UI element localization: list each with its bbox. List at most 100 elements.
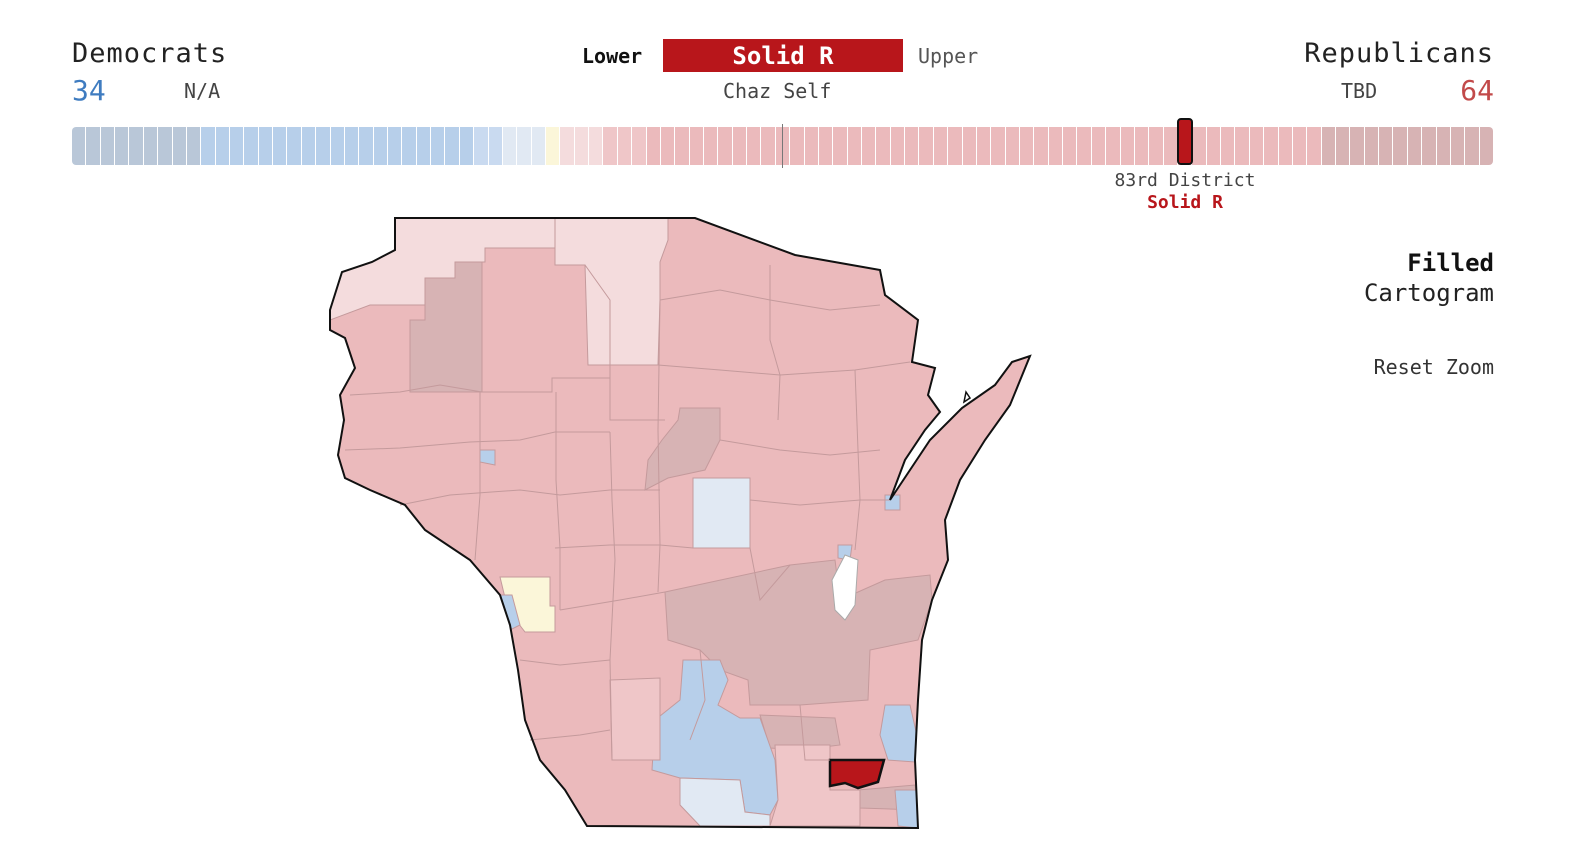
- seat-likely-d[interactable]: [201, 127, 215, 165]
- seat-likely-d[interactable]: [373, 127, 387, 165]
- seat-tossup[interactable]: [546, 127, 560, 165]
- district-likely-d-eau-claire[interactable]: [479, 449, 496, 466]
- seat-safe-d[interactable]: [172, 127, 186, 165]
- seat-likely-r[interactable]: [1149, 127, 1163, 165]
- district-tilt-d-central[interactable]: [692, 477, 751, 549]
- seat-safe-r[interactable]: [1364, 127, 1379, 165]
- seat-likely-r[interactable]: [1292, 127, 1307, 165]
- district-likely-d-milwaukee[interactable]: [879, 704, 919, 763]
- seat-likely-d[interactable]: [215, 127, 229, 165]
- seat-likely-r[interactable]: [1264, 127, 1278, 165]
- seat-likely-d[interactable]: [431, 127, 445, 165]
- seat-likely-r[interactable]: [1020, 127, 1034, 165]
- seat-safe-d[interactable]: [158, 127, 172, 165]
- seat-safe-r[interactable]: [1321, 127, 1335, 165]
- seat-safe-r[interactable]: [1465, 127, 1479, 165]
- chamber-lower-toggle[interactable]: Lower: [582, 44, 643, 68]
- seat-likely-d[interactable]: [344, 127, 359, 165]
- chamber-upper-toggle[interactable]: Upper: [918, 44, 979, 68]
- seat-likely-d[interactable]: [301, 127, 316, 165]
- seat-likely-r[interactable]: [948, 127, 962, 165]
- seat-likely-r[interactable]: [718, 127, 732, 165]
- reset-zoom-button[interactable]: Reset Zoom: [1373, 355, 1494, 379]
- seat-tilt-r[interactable]: [589, 127, 603, 165]
- seat-likely-d[interactable]: [402, 127, 416, 165]
- seat-likely-r[interactable]: [732, 127, 747, 165]
- seat-safe-r[interactable]: [1350, 127, 1364, 165]
- seat-likely-r[interactable]: [962, 127, 976, 165]
- seat-likely-r[interactable]: [1206, 127, 1221, 165]
- district-likely-d-kenosha[interactable]: [894, 789, 919, 828]
- seat-likely-r[interactable]: [1063, 127, 1077, 165]
- seat-likely-d[interactable]: [459, 127, 474, 165]
- seat-likely-r[interactable]: [660, 127, 675, 165]
- seat-lean-d[interactable]: [488, 127, 502, 165]
- seat-likely-r[interactable]: [991, 127, 1005, 165]
- seat-likely-r[interactable]: [1235, 127, 1249, 165]
- seat-safe-d[interactable]: [115, 127, 129, 165]
- seat-likely-r[interactable]: [675, 127, 689, 165]
- seat-likely-r[interactable]: [646, 127, 660, 165]
- seat-likely-r[interactable]: [1077, 127, 1091, 165]
- seat-likely-r[interactable]: [761, 127, 775, 165]
- seat-likely-r[interactable]: [747, 127, 761, 165]
- seat-likely-r[interactable]: [1120, 127, 1134, 165]
- district-safe-r-central-north[interactable]: [644, 407, 721, 491]
- seat-likely-d[interactable]: [230, 127, 244, 165]
- seat-tilt-r[interactable]: [560, 127, 574, 165]
- seat-likely-r[interactable]: [1048, 127, 1063, 165]
- seat-likely-r[interactable]: [1005, 127, 1019, 165]
- seat-safe-r[interactable]: [1450, 127, 1465, 165]
- seat-likely-r[interactable]: [976, 127, 991, 165]
- seat-lean-r[interactable]: [632, 127, 646, 165]
- seat-tilt-d[interactable]: [531, 127, 545, 165]
- seat-likely-r[interactable]: [1163, 127, 1177, 165]
- district-83-selected[interactable]: [828, 758, 886, 790]
- seat-rating-bar[interactable]: [72, 127, 1494, 165]
- seat-likely-r[interactable]: [905, 127, 919, 165]
- seat-likely-r[interactable]: [833, 127, 847, 165]
- seat-likely-r[interactable]: [704, 127, 718, 165]
- seat-likely-d[interactable]: [258, 127, 273, 165]
- seat-likely-d[interactable]: [416, 127, 431, 165]
- seat-likely-d[interactable]: [244, 127, 258, 165]
- seat-likely-r[interactable]: [1192, 127, 1206, 165]
- seat-likely-d[interactable]: [359, 127, 373, 165]
- district-lean-r-southwest[interactable]: [609, 677, 661, 761]
- seat-safe-d[interactable]: [72, 127, 86, 165]
- seat-safe-d[interactable]: [143, 127, 158, 165]
- seat-lean-d[interactable]: [474, 127, 488, 165]
- seat-safe-r[interactable]: [1393, 127, 1407, 165]
- seat-safe-d[interactable]: [129, 127, 143, 165]
- seat-likely-r[interactable]: [890, 127, 905, 165]
- seat-likely-r[interactable]: [1034, 127, 1048, 165]
- seat-likely-d[interactable]: [330, 127, 344, 165]
- seat-safe-r[interactable]: [1422, 127, 1436, 165]
- district-likely-d-green-bay[interactable]: [884, 494, 901, 511]
- seat-likely-d[interactable]: [445, 127, 459, 165]
- seat-tilt-d[interactable]: [502, 127, 517, 165]
- seat-safe-d[interactable]: [86, 127, 100, 165]
- seat-safe-d[interactable]: [100, 127, 115, 165]
- seat-safe-d[interactable]: [186, 127, 201, 165]
- seat-safe-r[interactable]: [1379, 127, 1393, 165]
- seat-likely-r[interactable]: [847, 127, 861, 165]
- seat-likely-d[interactable]: [287, 127, 301, 165]
- seat-likely-d[interactable]: [388, 127, 402, 165]
- seat-likely-r[interactable]: [876, 127, 890, 165]
- seat-safe-r[interactable]: [1436, 127, 1450, 165]
- seat-likely-r[interactable]: [1106, 127, 1120, 165]
- view-cartogram-option[interactable]: Cartogram: [1363, 279, 1494, 307]
- seat-likely-r[interactable]: [1249, 127, 1264, 165]
- seat-likely-r[interactable]: [1091, 127, 1106, 165]
- seat-likely-r[interactable]: [790, 127, 804, 165]
- seat-safe-r[interactable]: [1336, 127, 1350, 165]
- seat-lean-r[interactable]: [617, 127, 632, 165]
- seat-likely-r[interactable]: [1307, 127, 1321, 165]
- seat-likely-r[interactable]: [689, 127, 703, 165]
- seat-likely-r[interactable]: [862, 127, 876, 165]
- seat-tilt-d[interactable]: [517, 127, 531, 165]
- district-lean-r-walworth[interactable]: [769, 744, 861, 827]
- seat-safe-r[interactable]: [1479, 127, 1493, 165]
- seat-likely-r[interactable]: [804, 127, 818, 165]
